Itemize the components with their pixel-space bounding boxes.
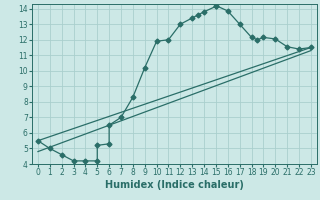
X-axis label: Humidex (Indice chaleur): Humidex (Indice chaleur) bbox=[105, 180, 244, 190]
